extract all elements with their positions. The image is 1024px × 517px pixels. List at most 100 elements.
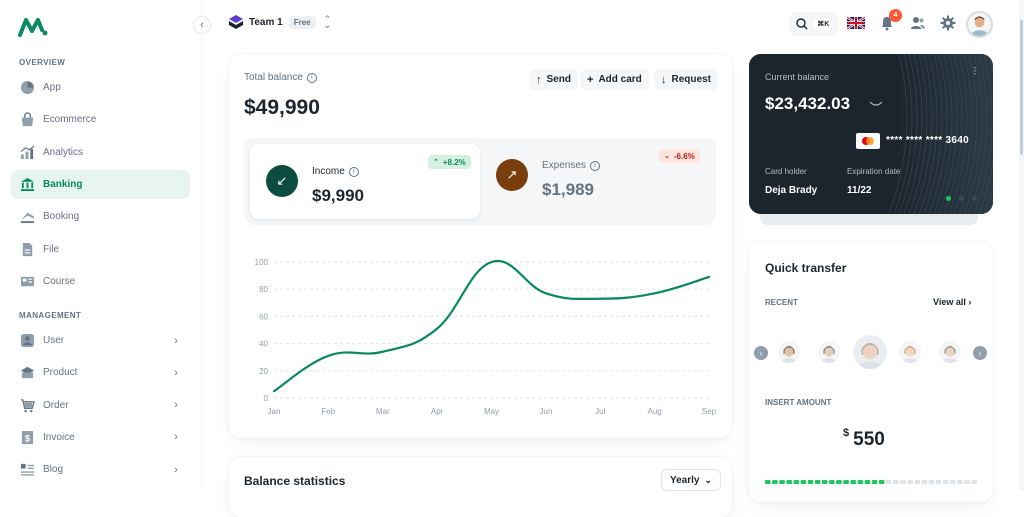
send-button[interactable]: ↑ Send xyxy=(529,69,578,90)
slider-segment xyxy=(786,480,792,484)
contacts-icon[interactable] xyxy=(910,15,926,31)
team-name: Team 1 xyxy=(249,16,283,28)
carousel-dot-active[interactable] xyxy=(946,196,951,201)
team-switcher[interactable]: Team 1 Free ⌃ ⌄ xyxy=(229,15,331,30)
chevron-right-icon[interactable]: › xyxy=(174,366,178,379)
info-icon: i xyxy=(348,166,359,177)
x-tick-label: Mar xyxy=(376,407,390,416)
sidebar-item-file[interactable]: File xyxy=(11,235,190,264)
recent-contact-avatar[interactable] xyxy=(818,341,840,363)
sidebar-item-course[interactable]: Course xyxy=(11,267,190,296)
course-icon xyxy=(19,273,35,289)
expenses-value: $1,989 xyxy=(542,180,594,199)
sidebar-item-user[interactable]: User › xyxy=(11,326,190,355)
chevron-right-icon[interactable]: › xyxy=(174,463,178,476)
trend-up-icon: ⌃ xyxy=(433,159,439,166)
user-icon xyxy=(19,333,35,349)
currency-symbol: $ xyxy=(843,427,850,439)
slider-segment xyxy=(772,480,778,484)
sidebar-item-label: Course xyxy=(43,275,76,287)
sidebar-item-app[interactable]: App xyxy=(11,73,190,102)
chevron-right-icon[interactable]: › xyxy=(174,334,178,347)
add-card-button[interactable]: + Add card xyxy=(580,69,649,90)
recent-contact-avatar[interactable] xyxy=(939,341,961,363)
request-button[interactable]: ↓ Request xyxy=(654,69,718,90)
sidebar-item-product[interactable]: Product › xyxy=(11,358,190,387)
income-arrow-icon: ↙ xyxy=(266,165,298,197)
expenses-arrow-icon: ↗ xyxy=(496,159,528,191)
slider-segment xyxy=(914,480,921,484)
income-tab[interactable]: ↙ Income i $9,990 ⌃ +8.2% xyxy=(250,144,480,219)
x-tick-label: May xyxy=(484,407,499,416)
search-button[interactable]: ⌘K xyxy=(789,12,839,36)
view-all-link[interactable]: View all › xyxy=(933,297,971,307)
slider-segment xyxy=(942,480,949,484)
eye-closed-icon[interactable] xyxy=(869,101,883,109)
total-balance-card: Total balance i $49,990 ↑ Send + Add card … xyxy=(229,54,732,438)
sidebar-item-label: Product xyxy=(43,367,78,379)
booking-icon xyxy=(19,209,35,225)
sidebar-item-label: Order xyxy=(43,399,69,411)
expenses-tab[interactable]: ↗ Expenses i $1,989 ⌄ -6.6% xyxy=(484,144,710,219)
slider-segment xyxy=(921,480,928,484)
x-tick-label: Apr xyxy=(431,407,444,416)
scrollbar-thumb[interactable] xyxy=(1020,20,1023,155)
expenses-change-badge: ⌄ -6.6% xyxy=(659,149,700,163)
y-tick-label: 80 xyxy=(259,285,268,294)
collapse-sidebar-button[interactable]: ‹ xyxy=(193,16,211,34)
amount-slider[interactable] xyxy=(765,480,977,484)
plus-icon: + xyxy=(587,73,594,86)
sidebar-item-ecommerce[interactable]: Ecommerce xyxy=(11,105,190,134)
user-avatar[interactable] xyxy=(966,11,993,38)
sidebar-item-invoice[interactable]: $ Invoice › xyxy=(11,423,190,452)
recent-label: RECENT xyxy=(765,298,798,307)
sidebar-item-banking[interactable]: Banking xyxy=(11,169,190,199)
uk-flag-icon[interactable] xyxy=(847,16,865,30)
slider-segment xyxy=(878,480,885,484)
settings-gear-icon[interactable] xyxy=(940,15,956,31)
amount-value: 550 xyxy=(853,429,885,450)
slider-segment xyxy=(814,480,821,484)
banking-icon xyxy=(19,176,35,192)
y-tick-label: 60 xyxy=(259,312,268,321)
carousel-dot[interactable] xyxy=(959,196,964,201)
transfer-amount[interactable]: $550 xyxy=(843,427,885,451)
period-select[interactable]: Yearly ⌄ xyxy=(661,469,721,491)
previous-contact-button[interactable]: ‹ xyxy=(754,346,768,360)
team-logo-icon xyxy=(229,15,243,29)
arrow-down-icon: ↓ xyxy=(661,73,667,86)
quick-transfer-title: Quick transfer xyxy=(765,261,847,275)
recent-contact-avatar[interactable] xyxy=(899,341,921,363)
sidebar-item-booking[interactable]: Booking xyxy=(11,202,190,231)
info-icon[interactable]: i xyxy=(306,72,317,83)
app-icon xyxy=(19,80,35,96)
balance-series-line[interactable] xyxy=(272,259,711,393)
x-tick-label: Sep xyxy=(702,407,717,416)
recent-contact-avatar[interactable] xyxy=(853,335,887,369)
product-icon xyxy=(19,365,35,381)
info-icon: i xyxy=(589,160,600,171)
page-scrollbar[interactable] xyxy=(1019,0,1024,490)
total-balance-value: $49,990 xyxy=(244,96,320,119)
management-section-title: MANAGEMENT xyxy=(19,311,82,320)
more-options-icon[interactable]: · · · xyxy=(973,60,977,80)
sidebar-item-order[interactable]: Order › xyxy=(11,391,190,420)
sidebar-item-analytics[interactable]: Analytics xyxy=(11,138,190,167)
chevron-right-icon[interactable]: › xyxy=(174,399,178,412)
income-value: $9,990 xyxy=(312,186,364,205)
slider-segment xyxy=(885,480,892,484)
expenses-change: -6.6% xyxy=(673,151,695,161)
request-label: Request xyxy=(671,74,711,85)
period-value: Yearly xyxy=(670,474,700,486)
logo-icon[interactable] xyxy=(18,17,48,37)
total-balance-title: Total balance xyxy=(244,72,303,83)
carousel-dot[interactable] xyxy=(972,196,977,201)
recent-contact-avatar[interactable] xyxy=(778,341,800,363)
add-card-label: Add card xyxy=(598,74,642,85)
x-tick-label: Aug xyxy=(648,407,662,416)
sidebar-item-blog[interactable]: Blog › xyxy=(11,455,190,484)
total-balance-label: Total balance i xyxy=(244,72,317,83)
y-tick-label: 20 xyxy=(259,367,268,376)
chevron-right-icon[interactable]: › xyxy=(174,431,178,444)
next-contact-button[interactable]: › xyxy=(973,346,987,360)
